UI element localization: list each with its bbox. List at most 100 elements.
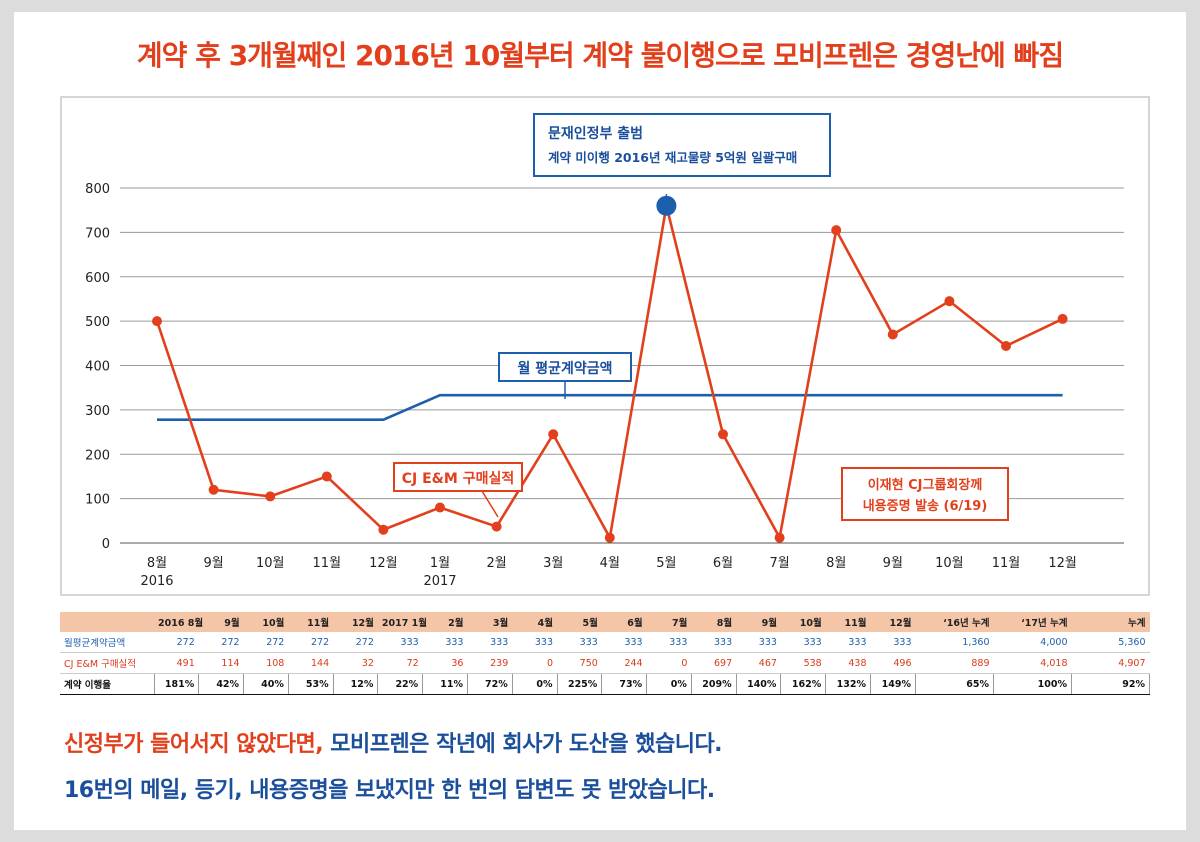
data-point — [378, 524, 389, 535]
letter-line-2: 내용증명 발송 (6/19) — [863, 498, 988, 514]
data-table: 2016 8월 9월 10월 11월 12월 2017 1월 2월 3월 4월 5월 6월 7월 8월 9… — [60, 612, 1150, 695]
x-tick-label: 10월 — [256, 556, 285, 571]
y-tick-label: 0 — [102, 537, 110, 552]
table-row: 계약 이행율 181% 42% 40% 53% 12% 22% 11% 72% 0% 225% 73%… — [60, 673, 1150, 695]
table-row-label: 계약 이행율 — [60, 673, 155, 695]
table-cell: 244 — [601, 652, 647, 674]
table-cell: 53% — [288, 673, 334, 695]
annotation-line-1: 문재인정부 출범 — [548, 125, 643, 142]
data-point — [548, 429, 559, 440]
table-cell: 65% — [915, 673, 994, 695]
label-connector — [481, 490, 499, 518]
table-header-cell: 10월 — [243, 612, 289, 632]
data-point — [265, 491, 276, 502]
table-cell: 491 — [154, 652, 199, 674]
table-row-label: 월평균계약금액 — [60, 632, 154, 653]
label-text: 월 평균계약금액 — [517, 360, 612, 377]
page: 계약 후 3개월째인 2016년 10월부터 계약 불이행으로 모비프렌은 경영… — [14, 12, 1186, 830]
table-cell: 4,000 — [993, 632, 1072, 653]
table-header-cell: 9월 — [198, 612, 244, 632]
line-chart: 0 100 200 300 400 500 600 700 800 8월 9월 10월 11월 12월 1월… — [85, 113, 1124, 589]
data-point — [944, 296, 955, 307]
table-cell: 11% — [422, 673, 468, 695]
table-cell: 272 — [198, 632, 244, 653]
table-cell: 333 — [691, 632, 737, 653]
highlight-point — [656, 195, 677, 216]
table-cell: 5,360 — [1071, 632, 1150, 653]
data-point — [1057, 313, 1068, 324]
table-header-cell — [60, 612, 154, 632]
table-cell: 697 — [691, 652, 737, 674]
table-header-cell: 4월 — [512, 612, 558, 632]
data-point — [718, 429, 728, 440]
table-header-cell: 6월 — [601, 612, 647, 632]
footer-line-1: 신정부가 들어서지 않았다면, 모비프렌은 작년에 회사가 도산을 했습니다. — [64, 726, 723, 758]
footer-line-1-blue: 모비프렌은 작년에 회사가 도산을 했습니다. — [323, 732, 723, 757]
table-cell: 438 — [825, 652, 871, 674]
table-header-cell: 9월 — [736, 612, 781, 632]
x-tick-label: 7월 — [769, 556, 789, 571]
table-header-cell: ‘17년 누계 — [993, 612, 1072, 632]
x-tick-label: 12월 — [369, 556, 398, 571]
footer-line-1-red: 신정부가 들어서지 않았다면, — [64, 732, 324, 757]
table-cell: 272 — [154, 632, 199, 653]
data-point — [1001, 340, 1011, 351]
y-tick-label: 100 — [85, 493, 110, 508]
x-tick-label: 1월 — [430, 556, 450, 571]
table-cell: 333 — [467, 632, 513, 653]
x-tick-label: 8월 — [826, 556, 846, 571]
table-cell: 4,018 — [993, 652, 1072, 674]
x-tick-label: 10월 — [935, 556, 964, 571]
table-cell: 162% — [780, 673, 827, 695]
table-cell: 0% — [512, 673, 558, 695]
footer-line-2: 16번의 메일, 등기, 내용증명을 보냈지만 한 번의 답변도 못 받았습니다… — [64, 778, 715, 803]
x-year-label: 2016 — [140, 574, 173, 589]
table-header-cell: 11월 — [288, 612, 334, 632]
data-point — [152, 316, 162, 327]
x-tick-label: 5월 — [656, 556, 676, 571]
annotation-box-border — [533, 113, 831, 177]
table-cell: 209% — [691, 673, 737, 695]
y-tick-label: 500 — [85, 315, 110, 330]
table-cell: 22% — [377, 673, 424, 695]
x-tick-label: 4월 — [600, 556, 620, 571]
table-cell: 40% — [243, 673, 289, 695]
y-tick-label: 400 — [85, 360, 110, 375]
table-cell: 467 — [736, 652, 781, 674]
table-header-cell: ‘16년 누계 — [915, 612, 994, 632]
table-cell: 333 — [736, 632, 781, 653]
x-tick-label: 6월 — [713, 556, 733, 571]
table-header-row: 2016 8월 9월 10월 11월 12월 2017 1월 2월 3월 4월 5월 6월 7월 8월 9… — [60, 612, 1150, 632]
table-header-cell: 7월 — [646, 612, 692, 632]
table-header-cell: 12월 — [870, 612, 916, 632]
table-cell: 32 — [333, 652, 378, 674]
x-tick-label: 3월 — [543, 556, 563, 571]
annotation-average-label: 월 평균계약금액 — [498, 352, 632, 399]
table-row: 월평균계약금액 272 272 272 272 272 333 333 333 333 333 333… — [60, 632, 1150, 653]
chart-frame: 0 100 200 300 400 500 600 700 800 8월 9월 10월 11월 12월 1월… — [60, 96, 1150, 596]
table-header-cell: 누계 — [1071, 612, 1150, 632]
data-point — [321, 471, 332, 482]
table-cell: 333 — [422, 632, 468, 653]
table-header-cell: 2월 — [422, 612, 468, 632]
x-year-label: 2017 — [423, 574, 456, 589]
table-cell: 72% — [467, 673, 513, 695]
table-cell: 333 — [601, 632, 647, 653]
table-header-cell: 5월 — [557, 612, 602, 632]
table-cell: 225% — [557, 673, 603, 695]
data-table-wrap: 2016 8월 9월 10월 11월 12월 2017 1월 2월 3월 4월 5월 6월 7월 8월 9… — [60, 612, 1150, 695]
table-cell: 108 — [243, 652, 289, 674]
table-cell: 12% — [333, 673, 379, 695]
table-cell: 73% — [601, 673, 648, 695]
table-body: 월평균계약금액 272 272 272 272 272 333 333 333 333 333 333… — [60, 632, 1150, 695]
table-header-cell: 10월 — [780, 612, 826, 632]
data-point — [887, 329, 898, 340]
table-row: CJ E&M 구매실적 491 114 108 144 32 72 36 239 0 750 244 0… — [60, 652, 1150, 674]
table-header-cell: 3월 — [467, 612, 513, 632]
table-cell: 132% — [825, 673, 871, 695]
table-cell: 333 — [646, 632, 692, 653]
letter-box-border — [841, 467, 1009, 521]
y-tick-label: 200 — [85, 448, 110, 463]
table-cell: 333 — [377, 632, 423, 653]
